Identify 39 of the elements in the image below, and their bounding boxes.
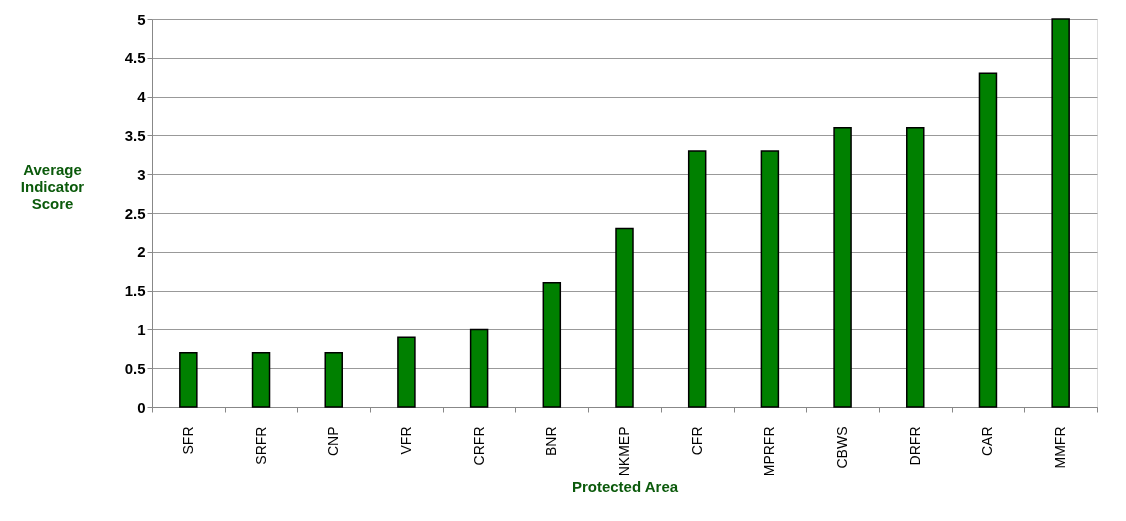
y-tick-label: 2.5 xyxy=(124,204,146,222)
bar xyxy=(324,351,343,408)
x-tick-label: CNP xyxy=(325,426,342,457)
bar xyxy=(1051,18,1070,408)
bar xyxy=(397,336,416,408)
y-tick-label: 1.5 xyxy=(124,282,146,300)
x-axis-title: Protected Area xyxy=(571,478,679,496)
x-tick-label: MPRFR xyxy=(761,426,778,477)
y-tick-label: 3.5 xyxy=(124,126,146,144)
bar xyxy=(906,126,925,408)
bar xyxy=(833,126,852,408)
bar xyxy=(760,150,780,408)
y-tick-label: 0.5 xyxy=(124,359,146,377)
bar xyxy=(687,150,707,408)
x-tick-label: SRFR xyxy=(252,426,269,465)
x-tick-label: SFR xyxy=(179,426,196,455)
x-tick-label: DRFR xyxy=(906,426,923,466)
x-tick-label: NKMEP xyxy=(616,426,632,477)
x-tick-label: VFR xyxy=(397,426,414,455)
bar xyxy=(978,72,998,408)
bar xyxy=(251,351,271,408)
y-tick-label: 1 xyxy=(137,320,146,338)
x-tick-label: MMFR xyxy=(1052,426,1069,469)
y-tick-label: 4.5 xyxy=(124,49,146,67)
x-tick-label: CRFR xyxy=(470,426,487,466)
y-tick-label: 2 xyxy=(137,243,146,261)
x-tick-label: CAR xyxy=(979,426,996,457)
x-tick-label: CBWS xyxy=(834,426,851,469)
x-tick-label: BNR xyxy=(543,426,560,457)
bar xyxy=(469,328,489,408)
y-tick-label: 0 xyxy=(137,398,146,416)
x-tick-label: CFR xyxy=(688,426,705,456)
y-tick-label: 3 xyxy=(137,165,146,183)
bar xyxy=(615,227,634,408)
bar xyxy=(542,282,562,408)
bar xyxy=(179,351,198,408)
y-axis-title: Average Indicator Score xyxy=(20,160,85,212)
y-tick-label: 5 xyxy=(137,10,146,28)
y-tick-label: 4 xyxy=(137,88,147,106)
